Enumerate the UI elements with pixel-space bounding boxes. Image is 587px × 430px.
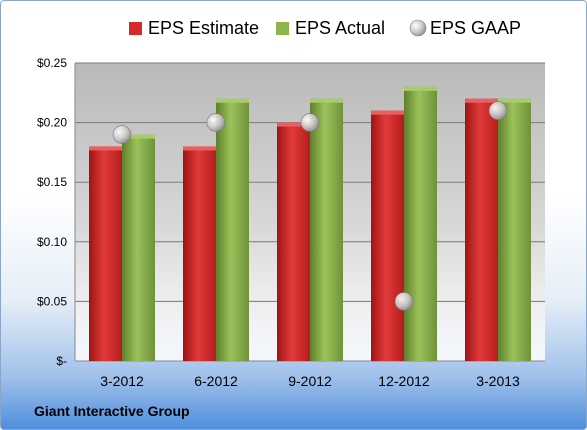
bar-eps-estimate-top — [277, 122, 310, 127]
marker-eps-gaap — [112, 125, 132, 144]
legend-marker — [409, 19, 427, 37]
x-tick-label: 9-2012 — [288, 373, 332, 389]
bar-eps-estimate-top — [183, 146, 216, 151]
y-tick-label: $0.15 — [37, 175, 67, 189]
x-tick-label: 3-2012 — [100, 373, 144, 389]
bars — [89, 86, 531, 362]
bar-eps-actual — [498, 98, 531, 361]
bar-eps-actual-top — [310, 98, 343, 103]
y-axis-ticks: $- $0.05 $0.10 $0.15 $0.20 $0.25 — [37, 56, 67, 368]
bar-eps-actual-top — [122, 134, 155, 139]
bar-eps-actual-top — [216, 98, 249, 103]
bar-eps-actual-top — [498, 98, 531, 103]
bar-eps-estimate — [183, 146, 216, 361]
company-name: Giant Interactive Group — [34, 403, 190, 419]
bar-eps-actual — [122, 134, 155, 361]
y-tick-label: $0.10 — [37, 235, 67, 249]
x-axis-labels: 3-2012 6-2012 9-2012 12-2012 3-2013 — [100, 373, 520, 389]
bar-eps-estimate-top — [371, 110, 404, 115]
y-tick-label: $0.25 — [37, 56, 67, 70]
legend: EPS Estimate EPS Actual EPS GAAP — [129, 18, 521, 38]
bar-eps-actual — [310, 98, 343, 361]
marker-eps-gaap — [206, 113, 226, 132]
bar-eps-estimate — [465, 98, 498, 361]
legend-swatch — [129, 22, 142, 35]
bar-eps-actual — [404, 86, 437, 361]
y-tick-label: $0.20 — [37, 116, 67, 130]
bar-eps-actual-top — [404, 86, 437, 91]
legend-swatch — [276, 22, 289, 35]
marker-eps-gaap — [488, 101, 508, 120]
legend-label: EPS Actual — [295, 18, 385, 38]
bar-eps-estimate — [277, 122, 310, 361]
bar-eps-estimate-top — [89, 146, 122, 151]
gaap-markers — [112, 101, 508, 311]
bar-eps-estimate — [89, 146, 122, 361]
y-tick-label: $- — [56, 354, 67, 368]
y-tick-label: $0.05 — [37, 294, 67, 308]
x-tick-label: 6-2012 — [194, 373, 238, 389]
x-tick-label: 3-2013 — [476, 373, 520, 389]
legend-label: EPS GAAP — [430, 18, 521, 38]
marker-eps-gaap — [394, 292, 414, 311]
marker-eps-gaap — [300, 113, 320, 132]
bar-eps-estimate — [371, 110, 404, 362]
bar-eps-actual — [216, 98, 249, 361]
bar-eps-estimate-top — [465, 98, 498, 103]
legend-label: EPS Estimate — [148, 18, 259, 38]
x-tick-label: 12-2012 — [378, 373, 430, 389]
